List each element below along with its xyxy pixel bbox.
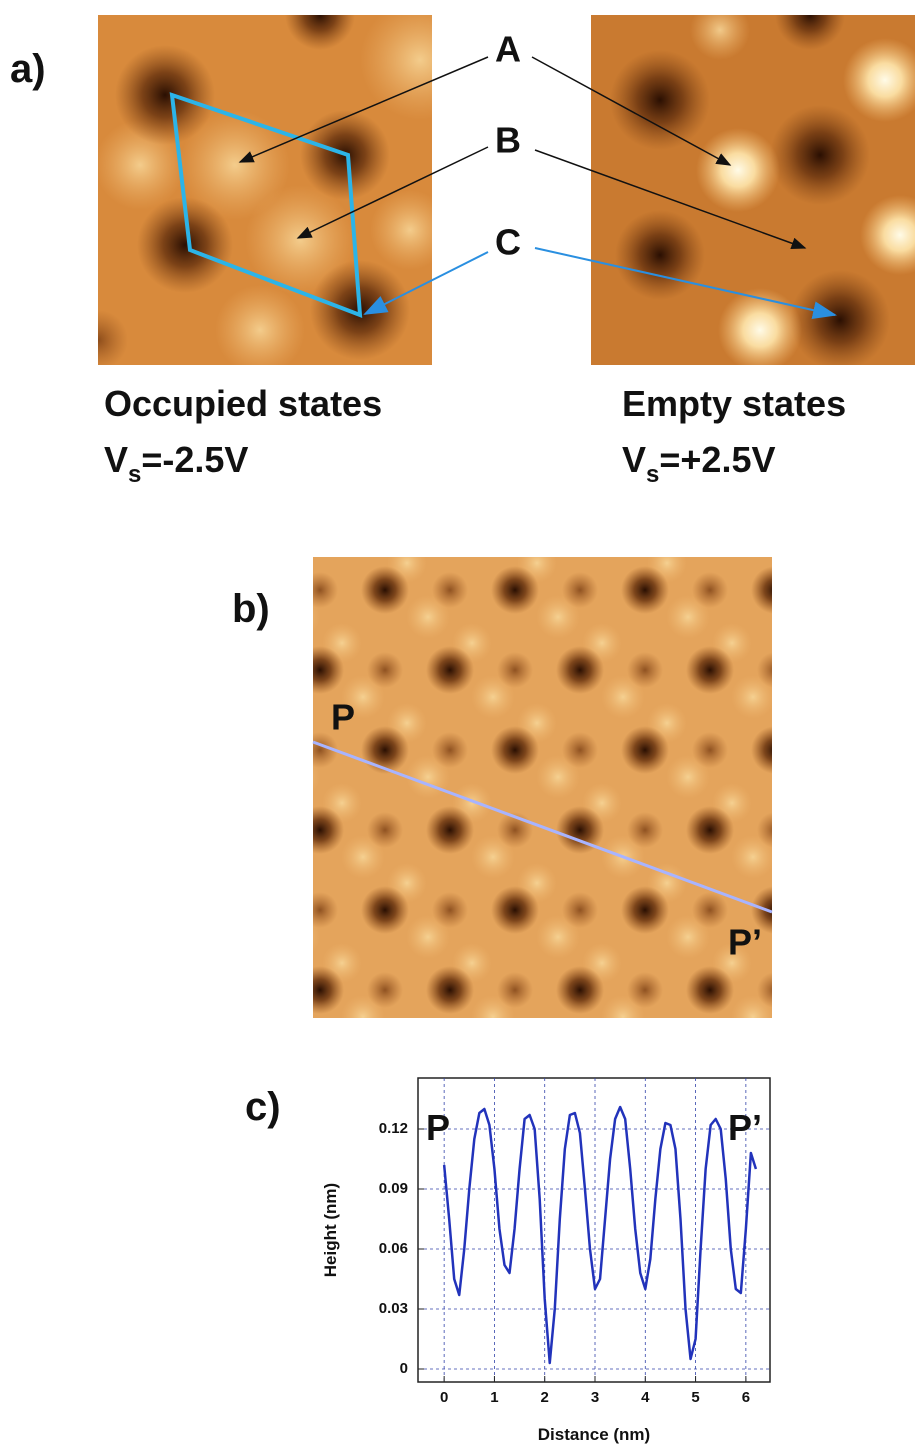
y-tick-label: 0.06 — [379, 1240, 408, 1257]
bias-value: =-2.5V — [141, 439, 248, 480]
stm-image-lattice — [313, 557, 772, 1018]
y-tick-label: 0.09 — [379, 1180, 408, 1197]
bias-subscript: s — [646, 461, 659, 488]
annotation: P — [426, 1107, 450, 1148]
stm-image-occupied — [98, 15, 432, 365]
x-tick-label: 3 — [591, 1389, 599, 1406]
caption-title: Empty states — [622, 383, 846, 424]
marker-label: C — [495, 222, 521, 263]
arrows — [238, 56, 837, 319]
x-tick-label: 4 — [641, 1389, 650, 1406]
profile-chart: 0 0.03 0.06 0.09 0.12 0 1 2 3 4 5 6 Distance (nm) Hei… — [321, 1077, 771, 1444]
line-endpoint-label: P’ — [728, 922, 762, 963]
bias-symbol: V — [104, 439, 128, 480]
y-axis-label: Height (nm) — [321, 1183, 340, 1277]
x-tick-label: 1 — [490, 1389, 498, 1406]
caption-title: Occupied states — [104, 383, 382, 424]
x-tick-label: 0 — [440, 1389, 448, 1406]
caption-bias: Vs=-2.5V — [104, 439, 248, 488]
unit-cell — [169, 92, 363, 318]
bias-subscript: s — [128, 461, 141, 488]
y-tick-label: 0 — [400, 1360, 408, 1377]
y-tick-label: 0.12 — [379, 1120, 408, 1137]
stm-image-empty — [591, 15, 915, 365]
marker-label: A — [495, 29, 521, 70]
marker-label: B — [495, 120, 521, 161]
annotation: P’ — [728, 1107, 762, 1148]
bias-value: =+2.5V — [659, 439, 775, 480]
x-tick-label: 5 — [691, 1389, 699, 1406]
bias-symbol: V — [622, 439, 646, 480]
profile-line — [312, 740, 773, 914]
panel-label: c) — [245, 1085, 281, 1129]
line-endpoint-label: P — [331, 697, 355, 738]
panel-label: a) — [10, 47, 46, 91]
panel-label: b) — [232, 587, 270, 631]
x-tick-label: 6 — [742, 1389, 750, 1406]
caption-bias: Vs=+2.5V — [622, 439, 775, 488]
x-axis-label: Distance (nm) — [538, 1425, 650, 1444]
profile-curve — [442, 1105, 758, 1365]
y-tick-label: 0.03 — [379, 1300, 408, 1317]
x-tick-label: 2 — [541, 1389, 549, 1406]
